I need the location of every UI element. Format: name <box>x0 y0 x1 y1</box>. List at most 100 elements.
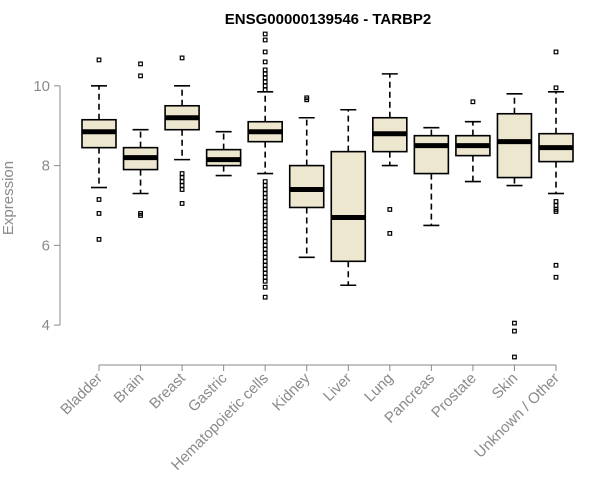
outlier-point <box>553 199 559 204</box>
x-tick-label: Skin <box>489 370 522 403</box>
iqr-box <box>330 150 367 263</box>
outlier-point <box>262 262 268 268</box>
box-group <box>81 31 574 360</box>
outlier-point <box>262 195 268 200</box>
outlier-point <box>262 87 268 93</box>
x-tick-label: Brain <box>111 370 148 407</box>
outlier-point <box>262 199 268 204</box>
x-tick-label: Bladder <box>57 370 106 419</box>
outlier-point <box>262 270 268 276</box>
outlier-point <box>262 223 268 228</box>
outlier-point <box>262 211 268 216</box>
outlier-point <box>96 211 102 216</box>
outlier-point <box>179 55 185 61</box>
outlier-point <box>138 213 143 218</box>
outlier-point <box>262 67 268 73</box>
outlier-point <box>262 278 268 284</box>
outlier-point <box>262 71 268 77</box>
x-tick-label: Breast <box>146 369 189 412</box>
x-tick-label: Prostate <box>428 370 480 422</box>
outlier-point <box>262 179 268 184</box>
outlier-point <box>512 354 517 360</box>
outlier-point <box>262 250 268 256</box>
outlier-point <box>553 209 559 214</box>
iqr-box <box>496 112 533 179</box>
outlier-point <box>553 262 559 268</box>
outlier-point <box>262 238 268 244</box>
y-tick-label: 6 <box>42 237 50 254</box>
outlier-point <box>553 274 559 280</box>
outlier-point <box>179 201 185 206</box>
y-tick-label: 10 <box>33 78 50 95</box>
x-tick-label: Liver <box>320 370 355 405</box>
box-breast <box>164 55 200 206</box>
outlier-point <box>262 258 268 264</box>
y-axis: 4 6 8 10 <box>33 78 61 334</box>
y-tick-label: 8 <box>42 158 50 175</box>
y-axis-label: Expression <box>0 161 17 235</box>
box-skin <box>496 93 533 360</box>
outlier-point <box>262 207 268 212</box>
box-brain <box>122 61 159 218</box>
iqr-box <box>288 164 325 209</box>
outlier-point <box>179 175 185 180</box>
outlier-point <box>553 85 559 91</box>
outlier-point <box>262 183 268 188</box>
outlier-point <box>304 97 310 103</box>
iqr-box <box>413 134 450 175</box>
outlier-point <box>262 246 268 252</box>
outlier-point <box>262 75 268 81</box>
outlier-point <box>96 57 102 63</box>
outlier-point <box>138 61 143 67</box>
box-pancreas <box>413 126 450 227</box>
outlier-point <box>387 230 393 236</box>
outlier-point <box>179 183 185 188</box>
outlier-point <box>262 227 268 232</box>
outlier-point <box>387 207 393 212</box>
outlier-point <box>262 215 268 220</box>
y-tick-label: 4 <box>42 317 50 334</box>
outlier-point <box>179 171 185 176</box>
outlier-point <box>262 266 268 272</box>
outlier-point <box>262 254 268 260</box>
chart-title: ENSG00000139546 - TARBP2 <box>225 11 432 28</box>
outlier-point <box>262 230 268 236</box>
outlier-point <box>262 219 268 224</box>
outlier-point <box>96 197 102 202</box>
outlier-point <box>262 294 268 300</box>
box-unknown-other <box>538 49 574 280</box>
outlier-point <box>262 49 268 55</box>
outlier-point <box>553 49 559 55</box>
outlier-point <box>96 236 102 242</box>
box-gastric <box>205 130 242 177</box>
box-liver <box>330 108 367 287</box>
box-lung <box>372 73 408 236</box>
box-bladder <box>81 57 117 242</box>
outlier-point <box>512 320 517 326</box>
outlier-point <box>262 203 268 208</box>
x-tick-label: Lung <box>361 370 397 406</box>
outlier-point <box>262 234 268 240</box>
outlier-point <box>553 203 559 208</box>
outlier-point <box>512 328 517 334</box>
outlier-point <box>262 274 268 280</box>
outlier-point <box>179 187 185 192</box>
outlier-point <box>262 284 268 290</box>
outlier-point <box>262 31 268 37</box>
outlier-point <box>262 191 268 196</box>
outlier-point <box>138 73 143 79</box>
outlier-point <box>262 37 268 43</box>
outlier-point <box>179 179 185 184</box>
outlier-point <box>262 79 268 85</box>
outlier-point <box>262 59 268 65</box>
outlier-point <box>470 99 476 105</box>
outlier-point <box>262 242 268 248</box>
box-hematopoietic-cells <box>247 31 283 300</box>
outlier-point <box>262 187 268 192</box>
box-prostate <box>455 99 491 183</box>
x-tick-label: Kidney <box>269 369 314 414</box>
outlier-point <box>262 83 268 89</box>
box-kidney <box>288 95 325 259</box>
